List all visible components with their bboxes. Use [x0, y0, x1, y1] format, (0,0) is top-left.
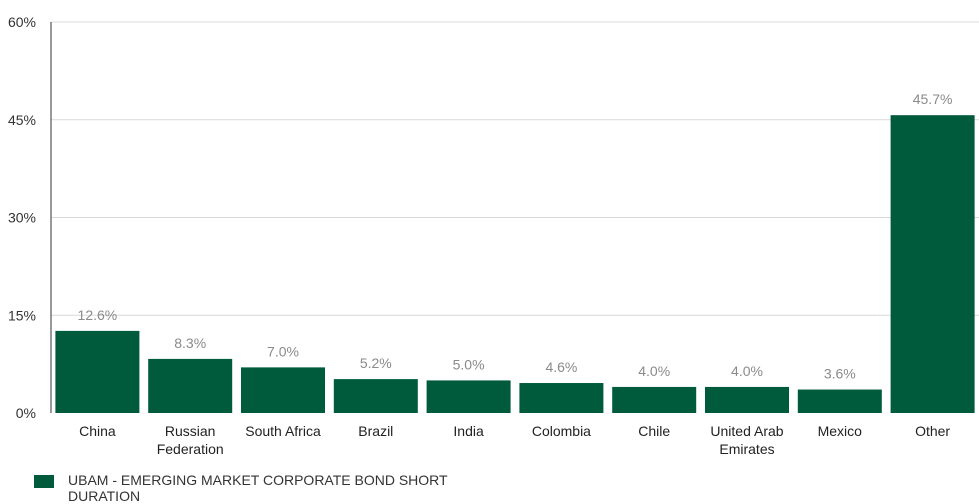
bar — [612, 386, 697, 413]
x-tick-label: United Arab Emirates — [710, 423, 783, 457]
x-tick-label: India — [453, 423, 484, 439]
y-tick-label: 15% — [8, 307, 36, 323]
bar — [148, 358, 233, 413]
bar — [890, 115, 975, 414]
x-tick-label: Brazil — [358, 423, 393, 439]
bar — [333, 379, 418, 413]
x-tick-label: Colombia — [532, 423, 591, 439]
bar — [797, 389, 882, 413]
data-label: 12.6% — [78, 307, 118, 323]
x-tick-label: Russian Federation — [157, 423, 224, 457]
x-tick-label: Mexico — [818, 423, 863, 439]
bar — [55, 330, 140, 413]
x-tick-label: South Africa — [245, 423, 321, 439]
data-label: 4.0% — [731, 363, 763, 379]
data-label: 4.0% — [638, 363, 670, 379]
data-label: 5.2% — [360, 355, 392, 371]
data-label: 7.0% — [267, 343, 299, 359]
legend-label: UBAM - EMERGING MARKET CORPORATE BOND SH… — [68, 472, 448, 504]
y-tick-label: 0% — [16, 405, 36, 421]
x-tick-label: Other — [915, 423, 950, 439]
y-tick-label: 45% — [8, 112, 36, 128]
x-tick-label: China — [79, 423, 116, 439]
bar — [519, 383, 604, 413]
data-label: 4.6% — [545, 359, 577, 375]
data-label: 45.7% — [913, 91, 953, 107]
bar — [705, 386, 789, 413]
data-label: 5.0% — [453, 356, 485, 372]
bar-chart: 0% 15% 30% 45% 60% 12.6% China 8.3% Russian Feder… — [8, 14, 979, 457]
bar — [426, 380, 511, 413]
legend: UBAM - EMERGING MARKET CORPORATE BOND SH… — [34, 472, 498, 504]
data-label: 3.6% — [824, 366, 856, 382]
y-tick-label: 30% — [8, 210, 36, 226]
bar — [241, 367, 325, 413]
legend-swatch — [34, 475, 54, 488]
data-label: 8.3% — [174, 335, 206, 351]
y-tick-label: 60% — [8, 14, 36, 30]
x-tick-label: Chile — [638, 423, 670, 439]
